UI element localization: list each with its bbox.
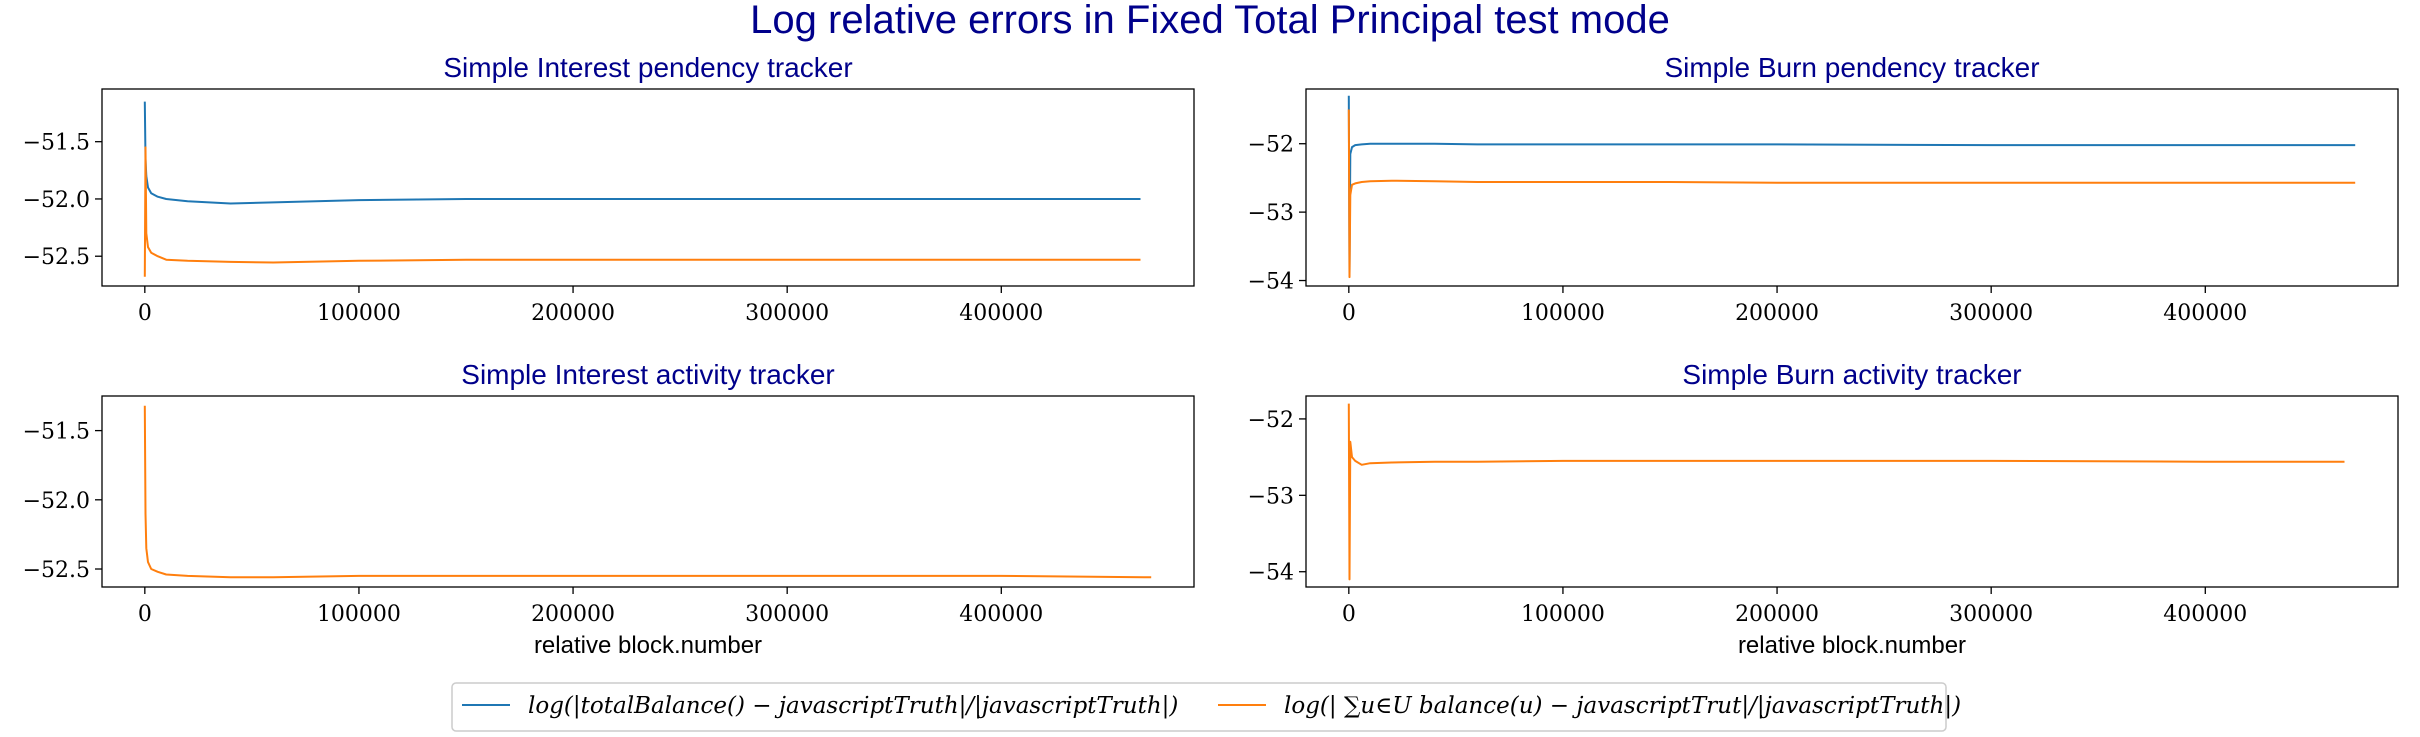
- panel-title: Simple Burn pendency tracker: [1664, 52, 2039, 83]
- x-tick-label: 0: [1342, 301, 1356, 326]
- panels: Simple Interest pendency tracker 0 100000 2…: [23, 52, 2399, 659]
- orange-legend-label: log(| ∑u∈U balance(u) − javascriptTrut|/…: [1284, 693, 1961, 719]
- axes-frame: [101, 88, 1195, 287]
- y-tick-label: −52.0: [23, 188, 90, 213]
- x-tick-label: 300000: [745, 301, 829, 326]
- panel-title: Simple Interest activity tracker: [461, 359, 834, 390]
- y-tick-label: −52: [1248, 408, 1294, 433]
- x-tick-label: 200000: [531, 602, 615, 627]
- panel-1: Simple Interest pendency tracker 0 100000 2…: [23, 52, 1195, 326]
- y-tick-label: −52.5: [23, 245, 90, 270]
- x-tick-label: 400000: [2163, 602, 2247, 627]
- x-tick-label: 100000: [317, 602, 401, 627]
- y-tick-label: −54: [1248, 561, 1294, 586]
- y-tick-label: −51.5: [23, 420, 90, 445]
- orange-series-line: [1347, 109, 2356, 279]
- x-tick-label: 300000: [1949, 602, 2033, 627]
- orange-series-line: [143, 405, 1152, 579]
- y-tick-label: −53: [1248, 201, 1294, 226]
- figure-title: Log relative errors in Fixed Total Princ…: [750, 0, 1670, 42]
- y-tick-label: −53: [1248, 484, 1294, 509]
- x-tick-label: 100000: [317, 301, 401, 326]
- y-tick-label: −52.0: [23, 489, 90, 514]
- legend-box: [451, 682, 1947, 732]
- blue-legend-label: log(|totalBalance() − javascriptTruth|/|…: [528, 693, 1178, 719]
- x-tick-label: 0: [138, 301, 152, 326]
- blue-series-line: [1347, 95, 2356, 275]
- x-tick-label: 0: [1342, 602, 1356, 627]
- panel-title: Simple Burn activity tracker: [1682, 359, 2021, 390]
- orange-series-line: [143, 146, 1141, 277]
- axes-frame: [1305, 395, 2399, 588]
- x-axis-label: relative block.number: [1738, 632, 1966, 659]
- x-tick-label: 200000: [531, 301, 615, 326]
- y-tick-label: −52: [1248, 133, 1294, 158]
- legend: log(|totalBalance() − javascriptTruth|/|…: [451, 682, 1961, 732]
- x-tick-label: 100000: [1521, 602, 1605, 627]
- panel-2: Simple Burn pendency tracker 0 100000 20000…: [1248, 52, 2399, 326]
- x-tick-label: 300000: [1949, 301, 2033, 326]
- x-tick-label: 200000: [1735, 602, 1819, 627]
- orange-series-line: [1347, 403, 2345, 581]
- x-tick-label: 0: [138, 602, 152, 627]
- x-axis-label: relative block.number: [534, 632, 762, 659]
- blue-series-line: [143, 101, 1141, 205]
- y-tick-label: −51.5: [23, 131, 90, 156]
- x-tick-label: 400000: [959, 301, 1043, 326]
- y-tick-label: −54: [1248, 270, 1294, 295]
- y-tick-label: −52.5: [23, 558, 90, 583]
- axes-frame: [1305, 88, 2399, 287]
- panel-title: Simple Interest pendency tracker: [443, 52, 852, 83]
- x-tick-label: 300000: [745, 602, 829, 627]
- panel-3: Simple Interest activity tracker 0 100000 2…: [23, 359, 1195, 659]
- x-tick-label: 100000: [1521, 301, 1605, 326]
- x-tick-label: 400000: [959, 602, 1043, 627]
- x-tick-label: 200000: [1735, 301, 1819, 326]
- x-tick-label: 400000: [2163, 301, 2247, 326]
- axes-frame: [101, 395, 1195, 588]
- panel-4: Simple Burn activity tracker 0 100000 20000…: [1248, 359, 2399, 659]
